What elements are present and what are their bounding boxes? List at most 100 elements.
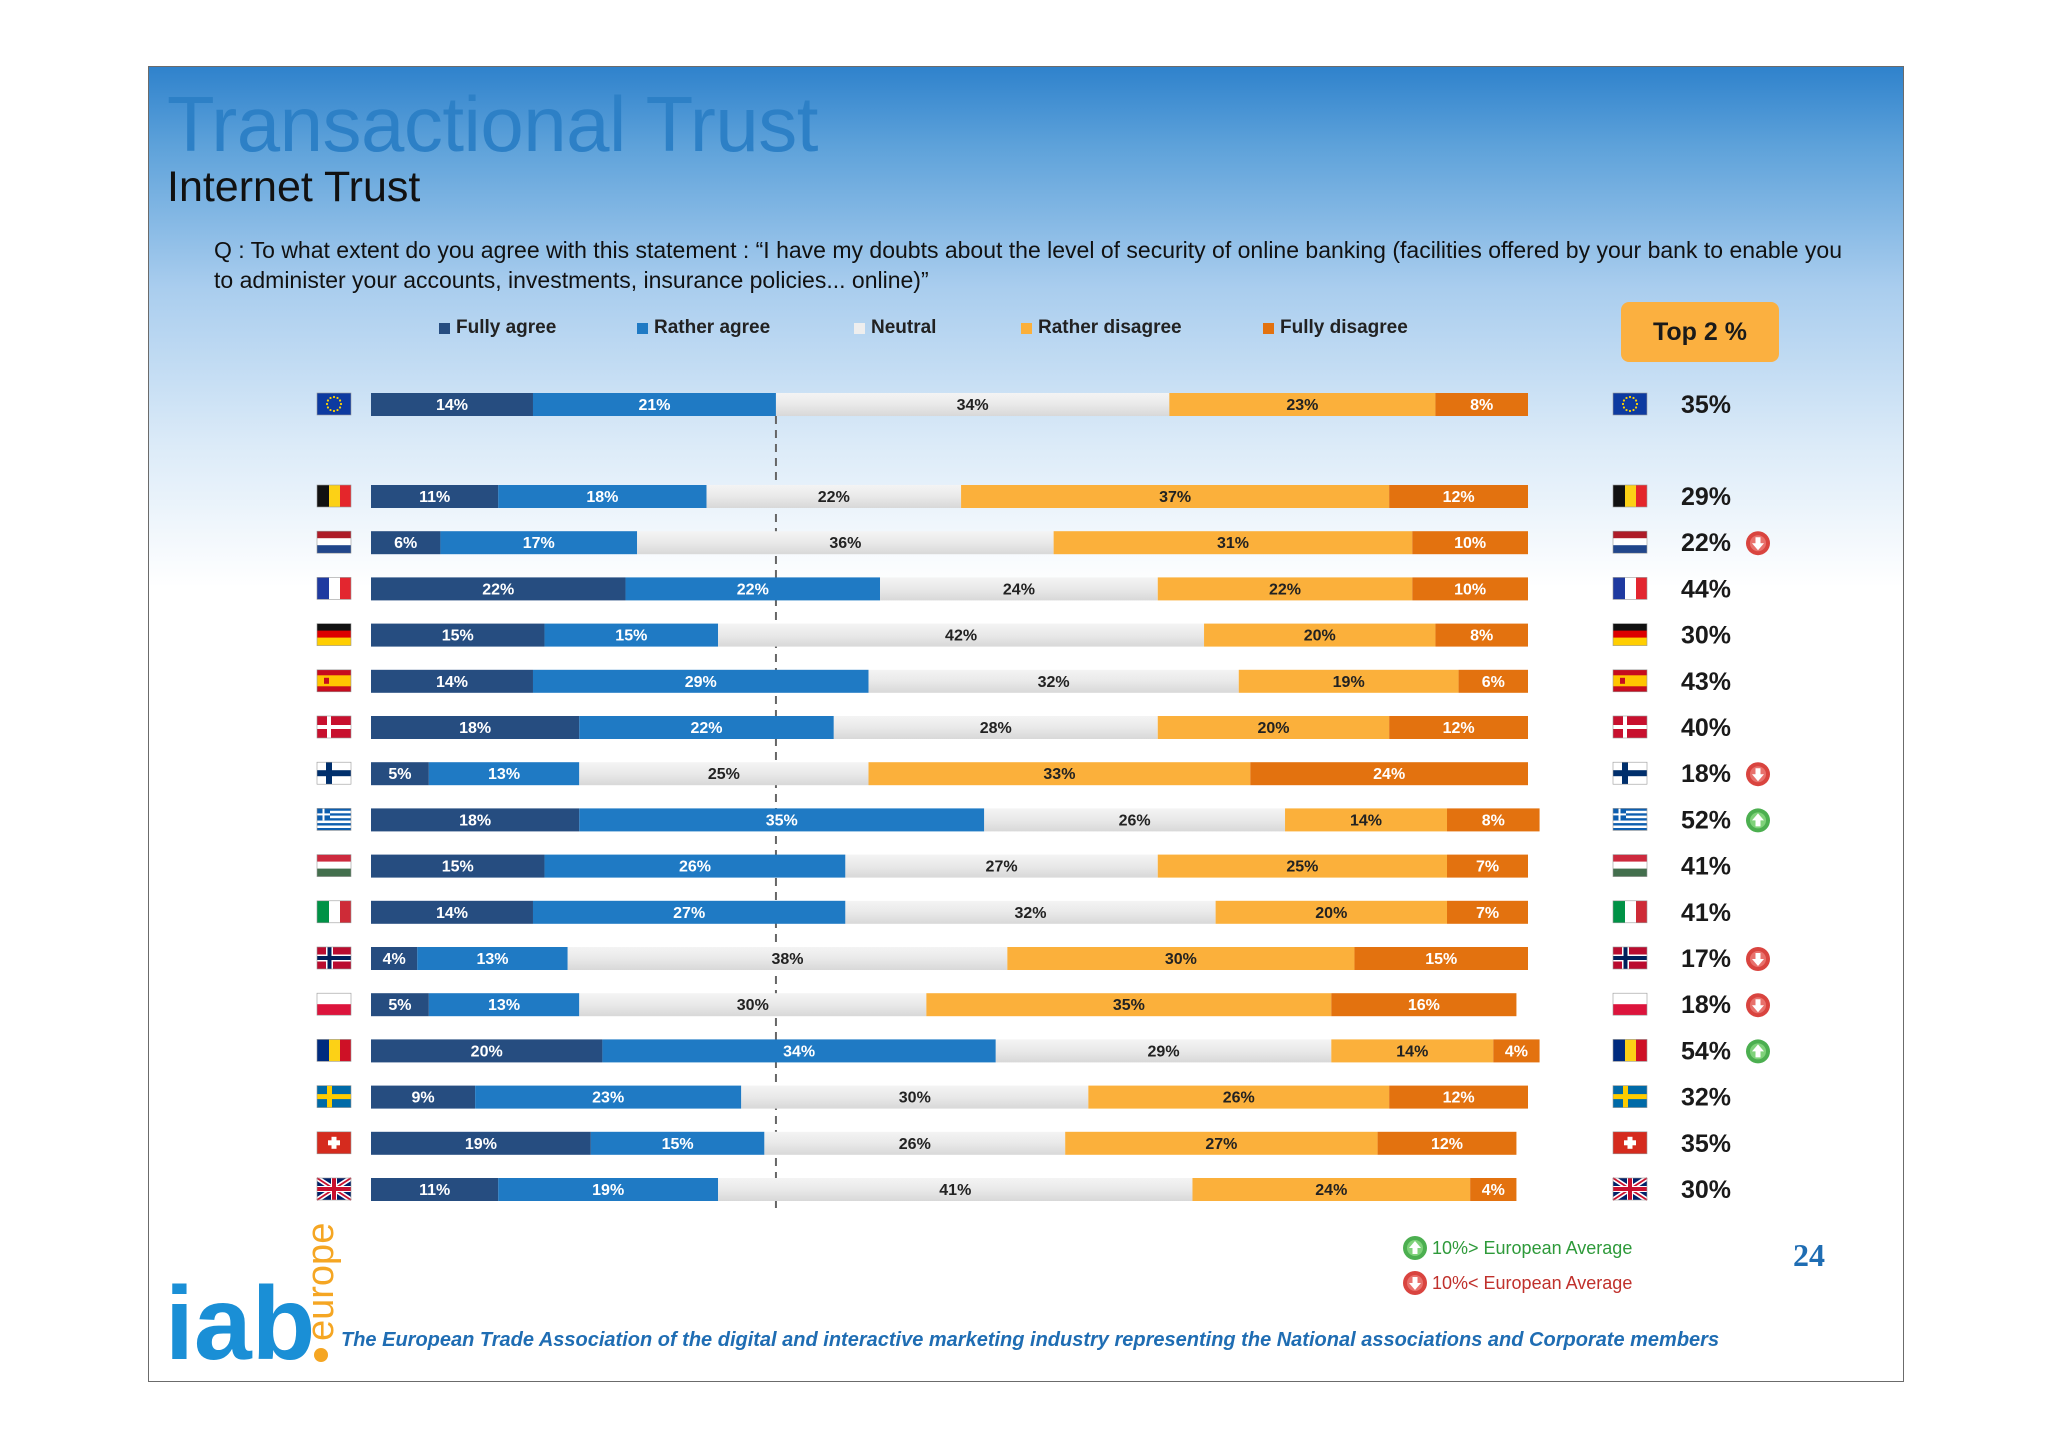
hungary-flag-icon <box>316 854 352 877</box>
top2-value: 17% <box>1681 945 1731 973</box>
bar-segment-fully-disagree <box>1447 808 1540 832</box>
bar-segment-fully-disagree <box>1250 762 1528 786</box>
bar-value-label: 12% <box>1443 720 1475 737</box>
bar-segment-rather-disagree <box>1157 716 1390 739</box>
page-number: 24 <box>1793 1237 1825 1273</box>
bar-segment-neutral <box>637 531 1054 555</box>
bar-segment-neutral <box>775 393 1170 416</box>
bar-value-label: 27% <box>673 905 705 922</box>
bars-layer: 14% 21% 34% 23% 8% 11% 18% 22% 37% 12% 6% 17% 36% 31%… <box>371 393 1540 1209</box>
bar-value-label: 8% <box>1482 812 1505 829</box>
bar-value-label: 24% <box>1003 581 1035 598</box>
finland-flag-icon <box>316 761 352 785</box>
bar-segment-rather-agree <box>544 854 846 878</box>
indicator-legend-below: 10%< European Average <box>1402 1270 1632 1296</box>
bar-segment-fully-agree <box>371 531 441 555</box>
bar-value-label: 35% <box>1113 997 1145 1014</box>
greece-flag-icon <box>316 808 352 831</box>
bar-segment-fully-agree <box>371 577 626 601</box>
footer-text: The European Trade Association of the di… <box>341 1329 1720 1351</box>
legend-label: Fully disagree <box>1280 317 1408 338</box>
bar-value-label: 4% <box>1505 1043 1528 1060</box>
uk-flag-icon <box>1611 1175 1649 1203</box>
bar-segment-rather-agree <box>590 1131 765 1155</box>
bar-value-label: 24% <box>1373 766 1405 783</box>
bar-segment-fully-agree <box>371 762 429 786</box>
flags-layer: 35% 29% 22% 44% 30% 43% 40% 18% 52% 41% 41% 17% 18% 5… <box>315 391 1770 1204</box>
bar-segment-rather-disagree <box>926 993 1332 1017</box>
arrow-down-icon <box>1403 1271 1427 1295</box>
top2-value: 22% <box>1681 529 1731 557</box>
bar-segment-neutral <box>579 762 869 786</box>
bar-value-label: 12% <box>1431 1136 1463 1153</box>
bar-segment-neutral <box>567 947 1008 970</box>
bar-value-label: 5% <box>388 997 411 1014</box>
top2-value: 41% <box>1681 899 1731 927</box>
top2-value: 18% <box>1681 991 1731 1019</box>
spain-flag-icon <box>1612 669 1648 693</box>
bar-segment-fully-disagree <box>1331 993 1517 1017</box>
top2-value: 52% <box>1681 806 1731 834</box>
survey-question: Q : To what extent do you agree with thi… <box>214 237 1842 293</box>
bar-segment-fully-agree <box>371 854 545 878</box>
bar-segment-rather-agree <box>417 947 568 970</box>
bar-value-label: 30% <box>899 1090 931 1107</box>
bar-value-label: 18% <box>586 489 618 506</box>
top2-value: 29% <box>1681 483 1731 511</box>
bar-value-label: 32% <box>1038 674 1070 691</box>
bar-value-label: 26% <box>1223 1090 1255 1107</box>
page-subtitle: Internet Trust <box>167 163 421 211</box>
bar-segment-rather-agree <box>579 716 834 739</box>
bar-value-label: 27% <box>986 859 1018 876</box>
logo-main-text: iab <box>165 1266 315 1367</box>
belgium-flag-icon <box>316 484 352 508</box>
bar-value-label: 6% <box>394 535 417 552</box>
arrow-up-icon <box>1746 1039 1770 1064</box>
top2-header: Top 2 % <box>1621 302 1779 362</box>
indicator-legend-above-label: 10%> European Average <box>1432 1237 1633 1258</box>
eu-flag-icon <box>316 392 352 416</box>
bar-value-label: 15% <box>662 1136 694 1153</box>
bar-segment-fully-disagree <box>1458 669 1528 693</box>
sweden-flag-icon <box>316 1085 352 1108</box>
bar-segment-neutral <box>995 1039 1332 1063</box>
bar-value-label: 15% <box>615 628 647 645</box>
bar-segment-rather-disagree <box>1238 669 1459 693</box>
netherlands-flag-icon <box>1612 530 1648 554</box>
legend-swatch <box>854 322 865 334</box>
bar-value-label: 22% <box>818 489 850 506</box>
bar-value-label: 15% <box>1425 951 1457 968</box>
bar-value-label: 23% <box>1286 397 1318 414</box>
top2-value: 32% <box>1681 1084 1731 1112</box>
bar-value-label: 13% <box>488 766 520 783</box>
bar-segment-rather-disagree <box>1285 808 1448 832</box>
bar-segment-neutral <box>718 1178 1193 1201</box>
bar-segment-fully-agree <box>371 393 533 416</box>
bar-value-label: 5% <box>388 766 411 783</box>
bar-value-label: 20% <box>1304 628 1336 645</box>
france-flag-icon <box>1612 577 1648 600</box>
top2-value: 30% <box>1681 1176 1731 1204</box>
bar-segment-neutral <box>706 485 962 508</box>
belgium-flag-icon <box>1612 484 1648 508</box>
bar-segment-rather-disagree <box>1215 900 1448 924</box>
netherlands-flag-icon <box>316 530 352 554</box>
bar-segment-rather-agree <box>532 669 869 693</box>
indicator-legend-below-label: 10%< European Average <box>1432 1272 1633 1293</box>
germany-flag-icon <box>1612 623 1648 646</box>
legend-swatch <box>1021 322 1032 334</box>
bar-segment-fully-disagree <box>1447 854 1528 878</box>
bar-value-label: 25% <box>708 766 740 783</box>
bar-segment-fully-disagree <box>1389 716 1528 739</box>
bar-segment-rather-agree <box>532 900 846 924</box>
bar-segment-rather-agree <box>498 1178 719 1201</box>
bar-value-label: 19% <box>592 1182 624 1199</box>
bar-value-label: 35% <box>766 812 798 829</box>
bar-value-label: 8% <box>1470 397 1493 414</box>
bar-segment-neutral <box>741 1085 1089 1109</box>
eu-flag-icon <box>1612 392 1648 416</box>
bar-value-label: 10% <box>1454 535 1486 552</box>
legend-swatch <box>1263 322 1274 334</box>
bar-value-label: 33% <box>1043 766 1075 783</box>
bar-segment-neutral <box>880 577 1158 601</box>
